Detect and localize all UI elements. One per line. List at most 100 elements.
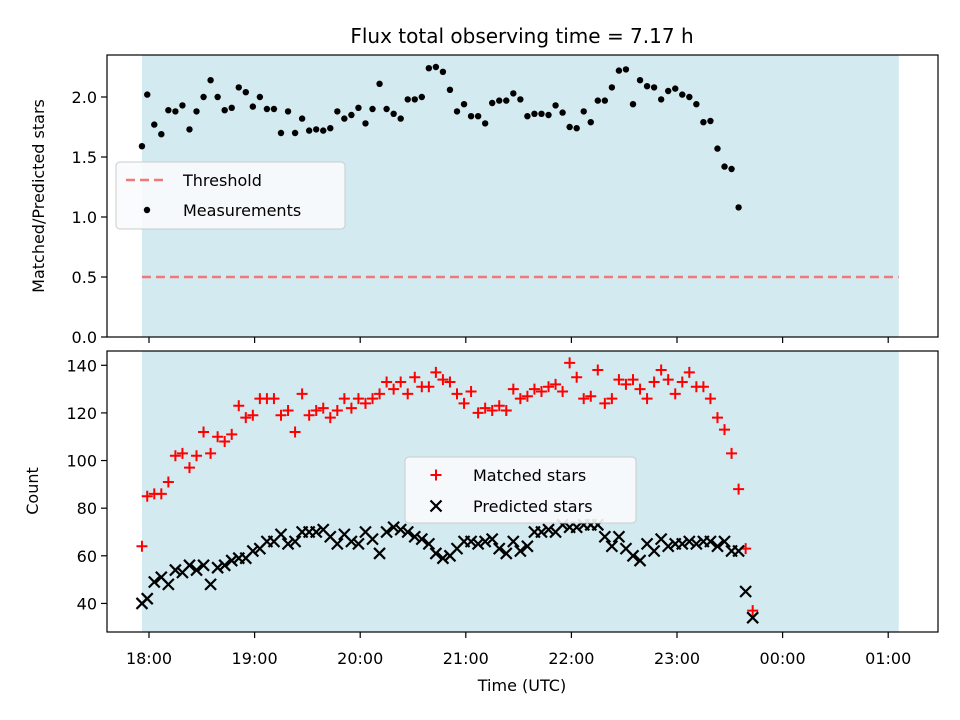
predicted-star-point xyxy=(373,547,386,560)
matched-star-point xyxy=(535,385,547,397)
legend-measurements-label: Measurements xyxy=(183,201,301,220)
measurement-point xyxy=(256,93,264,101)
y-tick-label: 40 xyxy=(77,594,97,613)
measurement-point xyxy=(439,68,447,76)
measurement-point xyxy=(474,113,482,120)
measurement-point xyxy=(172,108,179,115)
predicted-star-point xyxy=(211,561,224,574)
y-tick-label: 60 xyxy=(77,547,97,566)
matched-star-point xyxy=(303,409,315,421)
predicted-star-point xyxy=(401,525,414,539)
bottom-y-axis-label: Count xyxy=(23,467,42,515)
matched-star-point xyxy=(500,405,512,417)
matched-star-point xyxy=(198,426,210,438)
matched-star-point xyxy=(634,383,646,395)
matched-star-point xyxy=(747,605,759,617)
matched-star-point xyxy=(465,385,477,397)
measurement-point xyxy=(707,117,714,125)
predicted-star-point xyxy=(521,539,534,553)
measurement-point xyxy=(432,63,440,71)
measurement-point xyxy=(489,99,496,107)
predicted-star-point xyxy=(570,520,583,534)
measurement-point xyxy=(242,89,249,96)
predicted-star-point xyxy=(288,535,302,548)
measurement-point xyxy=(622,66,630,73)
predicted-star-point xyxy=(331,537,344,551)
matched-star-point xyxy=(564,357,576,369)
matched-star-point xyxy=(219,435,231,447)
y-tick-label: 0.5 xyxy=(72,268,97,287)
predicted-star-point xyxy=(542,523,555,536)
predicted-star-point xyxy=(218,559,231,572)
matched-star-point xyxy=(606,393,618,405)
measurement-point xyxy=(721,163,728,170)
matched-star-point xyxy=(268,393,280,405)
measurement-point xyxy=(376,80,383,88)
matched-star-point xyxy=(514,393,526,405)
measurement-point xyxy=(636,77,644,84)
predicted-star-point xyxy=(429,547,443,560)
measurement-point xyxy=(657,96,665,103)
panel-counts: 40 60 80 100 120 140 18:00 19:00 20:00 21:00 22:00… xyxy=(66,350,939,668)
legend-predicted-label: Predicted stars xyxy=(473,497,593,516)
matched-star-point xyxy=(155,488,167,500)
matched-star-point xyxy=(381,376,393,388)
predicted-star-point xyxy=(464,535,478,548)
panel-ratio: 0.0 0.5 1.0 1.5 2.0 Threshold Measurements xyxy=(72,54,939,347)
measurement-point xyxy=(425,65,433,72)
predicted-star-point xyxy=(478,535,492,548)
top-y-axis-label: Matched/Predicted stars xyxy=(29,99,48,293)
matched-star-point xyxy=(317,402,329,414)
matched-star-point xyxy=(136,540,148,552)
measurement-point xyxy=(629,101,637,108)
predicted-star-point xyxy=(739,585,752,598)
legend: Matched stars Predicted stars xyxy=(404,456,637,524)
matched-star-point xyxy=(310,405,322,417)
matched-star-point xyxy=(557,385,569,397)
measurement-point xyxy=(418,93,425,101)
predicted-star-point xyxy=(704,535,717,548)
measurement-point xyxy=(151,121,158,128)
matched-star-point xyxy=(521,390,533,402)
matched-star-point xyxy=(585,390,597,402)
predicted-star-point xyxy=(732,544,745,558)
predicted-star-point xyxy=(387,520,400,534)
measurement-point xyxy=(552,102,559,109)
legend-box xyxy=(404,456,637,524)
matched-star-point xyxy=(641,393,653,405)
predicted-star-point xyxy=(345,535,358,548)
measurement-point xyxy=(144,91,151,98)
measurement-point xyxy=(186,126,193,133)
matched-star-point xyxy=(662,374,674,386)
matched-star-point xyxy=(613,374,625,386)
y-tick-label: 80 xyxy=(77,499,97,518)
plot-layer: 0.0 0.5 1.0 1.5 2.0 Threshold Measurements 40 60… xyxy=(66,54,939,668)
measurement-point xyxy=(277,129,285,137)
matched-star-point xyxy=(162,476,174,488)
y-tick-label: 140 xyxy=(66,356,97,375)
measurement-point xyxy=(138,143,146,150)
predicted-star-point xyxy=(605,539,619,553)
measurement-point xyxy=(510,90,517,97)
measurement-point xyxy=(693,101,700,108)
matched-star-point xyxy=(226,428,238,440)
predicted-star-point xyxy=(246,544,260,558)
predicted-star-point xyxy=(661,539,675,553)
predicted-star-point xyxy=(197,559,210,572)
matched-star-point xyxy=(176,447,188,459)
matched-star-point xyxy=(711,412,723,424)
matched-star-point xyxy=(359,397,371,409)
measurement-point xyxy=(672,85,679,92)
x-tick-label: 20:00 xyxy=(337,649,383,668)
matched-star-point xyxy=(493,400,505,412)
matched-star-point xyxy=(627,374,639,386)
measurement-point xyxy=(453,108,461,115)
matched-star-point xyxy=(233,400,245,412)
measurement-point xyxy=(263,105,271,113)
measurement-point xyxy=(481,120,489,127)
matched-star-point xyxy=(458,397,470,409)
measurement-point xyxy=(313,126,320,133)
matched-star-point xyxy=(444,376,456,388)
measurement-point xyxy=(566,123,573,131)
